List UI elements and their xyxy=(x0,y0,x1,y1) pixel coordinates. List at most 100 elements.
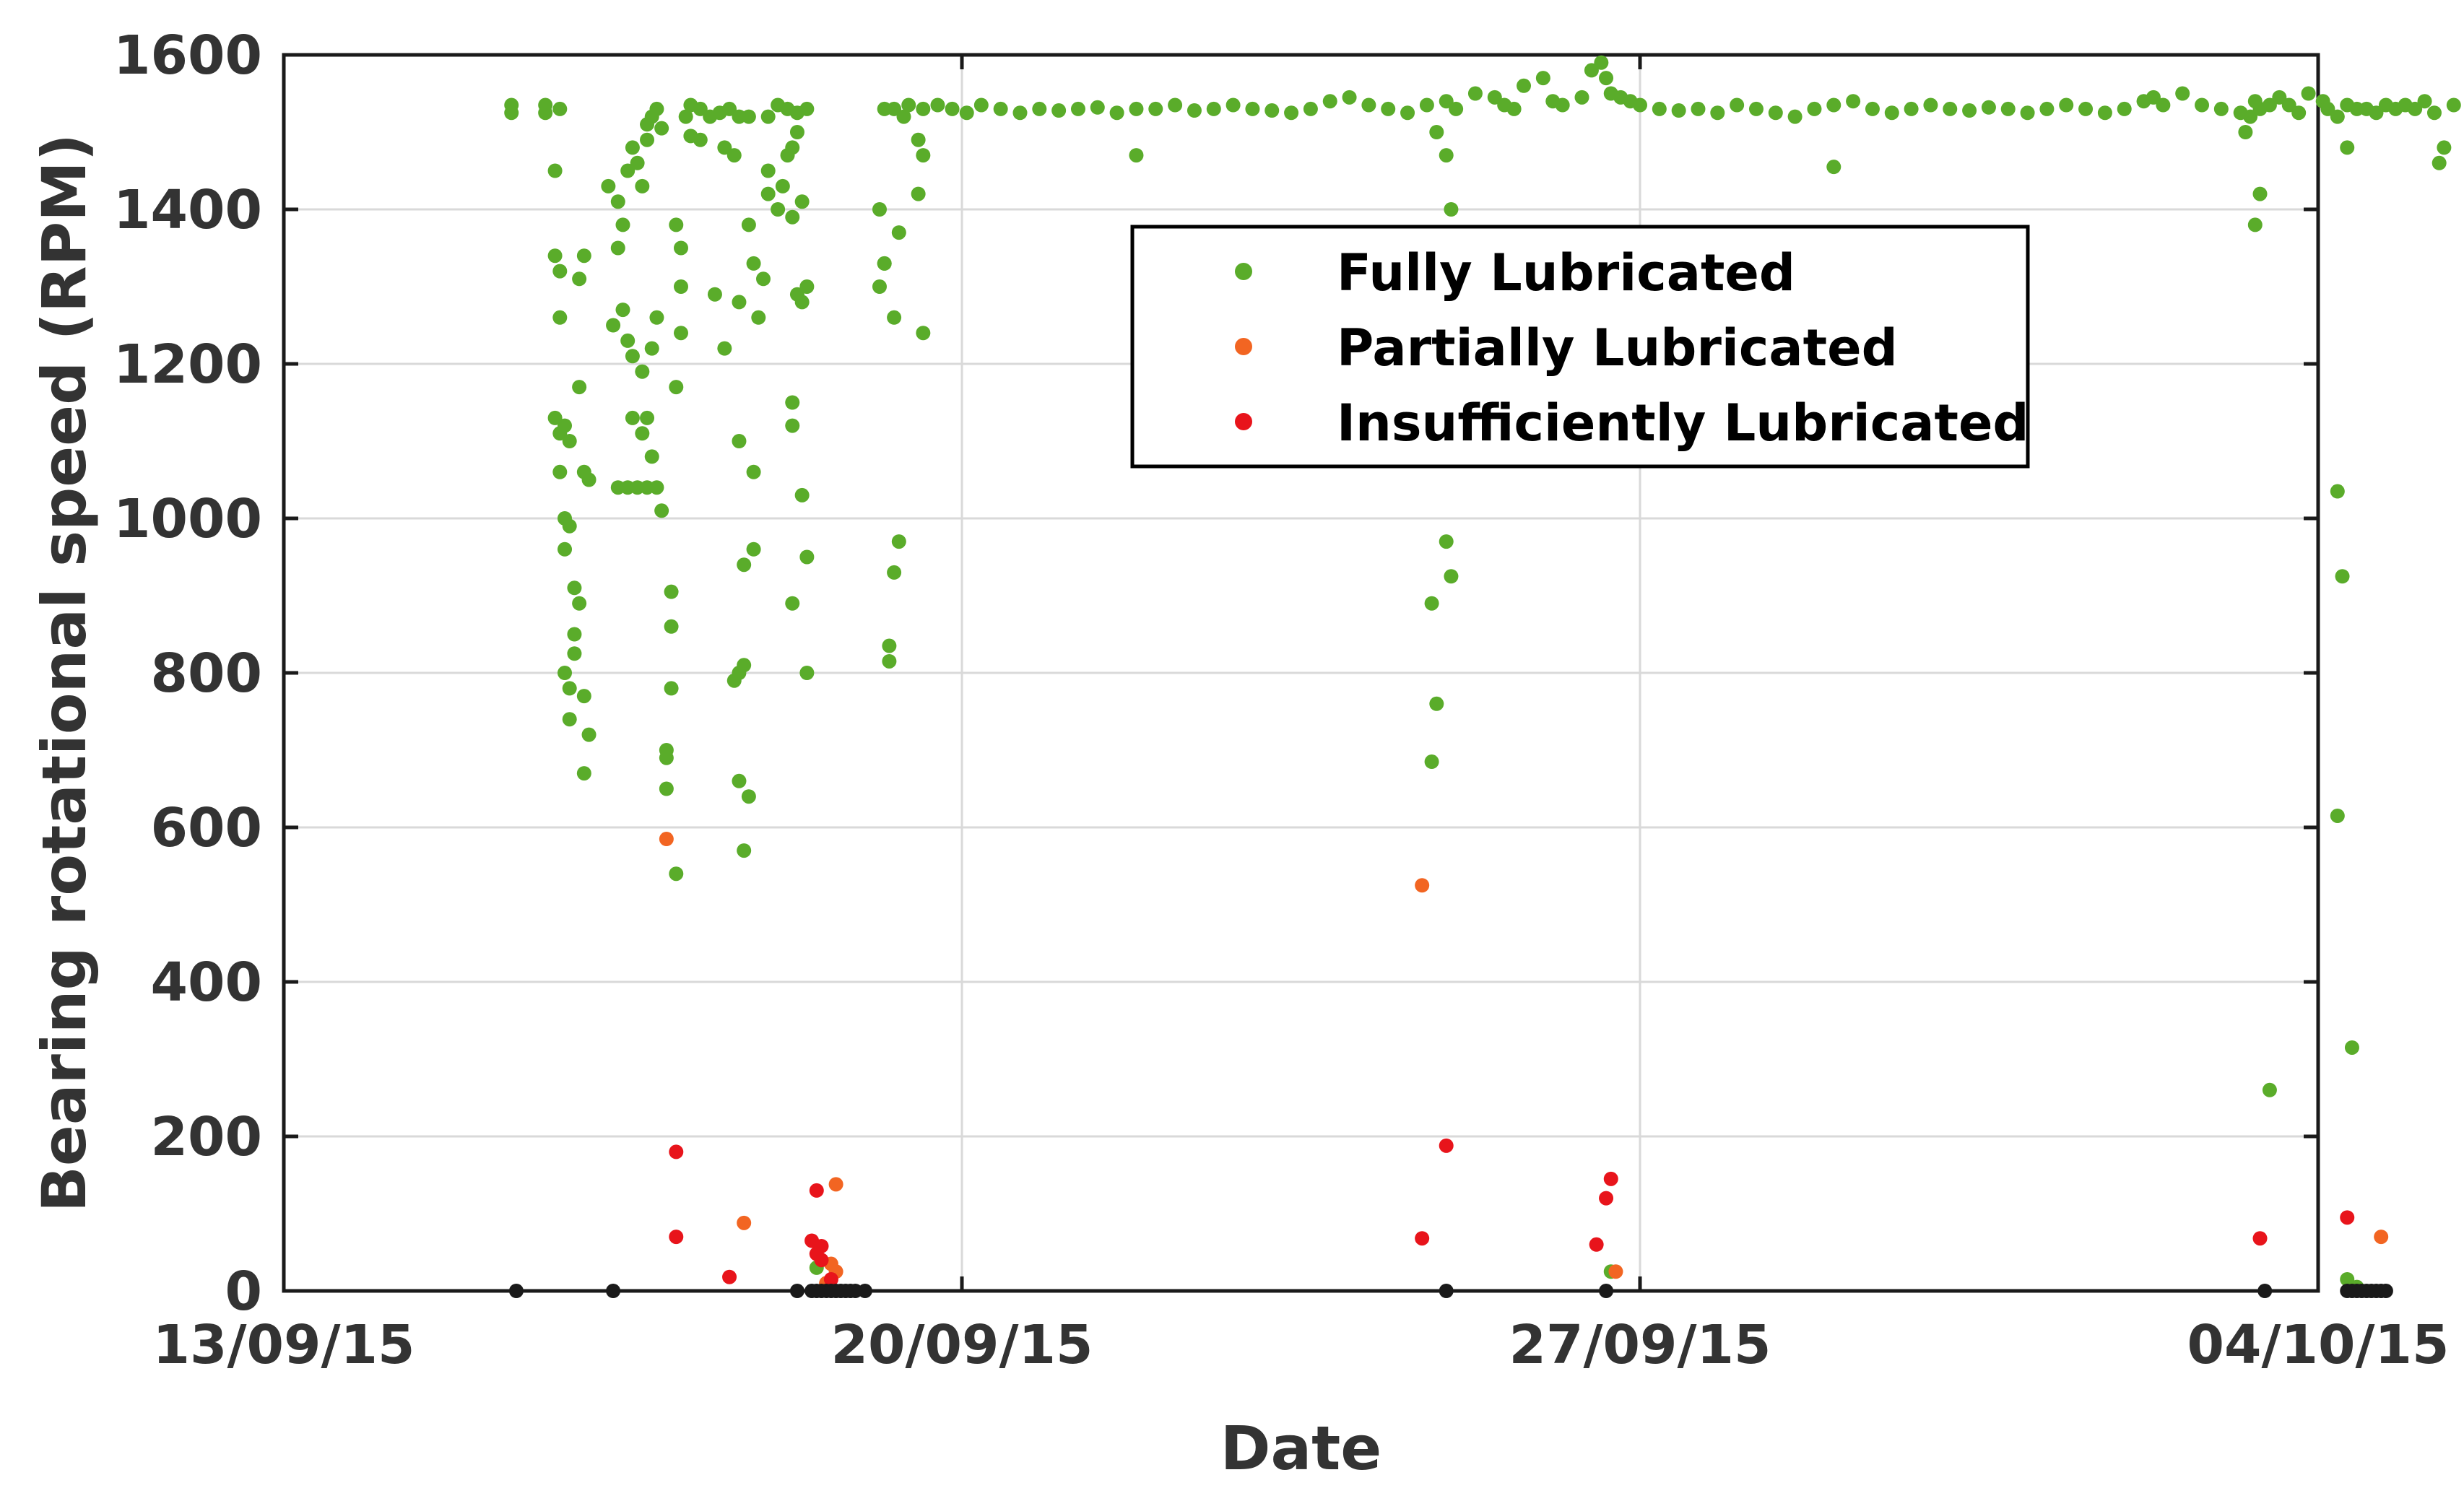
data-point-fully-lubricated xyxy=(741,789,756,804)
data-point-fully-lubricated xyxy=(2446,97,2461,113)
legend-label: Fully Lubricated xyxy=(1337,243,1795,303)
data-point-fully-lubricated xyxy=(1768,105,1783,121)
data-point-fully-lubricated xyxy=(959,105,974,121)
data-point-fully-lubricated xyxy=(1691,101,1706,116)
data-point-fully-lubricated xyxy=(1652,101,1667,116)
data-point-fully-lubricated xyxy=(2340,1271,2355,1287)
data-point-fully-lubricated xyxy=(1730,97,1745,113)
data-point-fully-lubricated xyxy=(2320,101,2335,116)
data-point-fully-lubricated xyxy=(1381,101,1396,116)
data-point-fully-lubricated xyxy=(576,689,591,704)
data-point-fully-lubricated xyxy=(2426,105,2442,121)
data-point-fully-lubricated xyxy=(916,148,931,163)
data-point-fully-lubricated xyxy=(669,380,684,395)
data-point-fully-lubricated xyxy=(930,97,945,113)
data-point-fully-lubricated xyxy=(1865,101,1880,116)
data-point-fully-lubricated xyxy=(911,132,926,147)
data-point-fully-lubricated xyxy=(644,449,659,464)
data-point-fully-lubricated xyxy=(547,248,563,264)
data-point-fully-lubricated xyxy=(1439,94,1454,109)
data-point-fully-lubricated xyxy=(887,101,902,116)
data-point-fully-lubricated xyxy=(654,121,669,136)
data-point-fully-lubricated xyxy=(1467,86,1483,101)
data-point-fully-lubricated xyxy=(2432,155,2447,170)
data-point-fully-lubricated xyxy=(630,155,645,170)
data-point-insufficiently-lubricated xyxy=(1415,1231,1430,1246)
data-point-fully-lubricated xyxy=(610,194,625,209)
data-point-insufficiently-lubricated xyxy=(1439,1138,1454,1153)
data-point-fully-lubricated xyxy=(799,101,815,116)
data-point-fully-lubricated xyxy=(2117,101,2132,116)
data-point-fully-lubricated xyxy=(1574,90,1589,105)
data-point-fully-lubricated xyxy=(1129,148,1144,163)
data-point-fully-lubricated xyxy=(799,279,815,294)
data-point-fully-lubricated xyxy=(635,426,650,441)
x-axis-label: Date xyxy=(1220,1413,1382,1484)
data-point-fully-lubricated xyxy=(1444,202,1459,217)
data-point-fully-lubricated xyxy=(567,627,582,642)
legend: Fully Lubricated Partially Lubricated Insu… xyxy=(1130,225,2030,469)
legend-label: Insufficiently Lubricated xyxy=(1337,393,2029,453)
data-point-fully-lubricated xyxy=(2213,101,2229,116)
x-tick-labels: 13/09/15 20/09/15 27/09/15 04/10/15 xyxy=(153,1314,2450,1376)
data-point-fully-lubricated xyxy=(1884,105,1899,121)
data-point-fully-lubricated xyxy=(799,666,815,680)
data-point-fully-lubricated xyxy=(1429,125,1444,139)
data-point-fully-lubricated xyxy=(1419,97,1434,113)
data-point-fully-lubricated xyxy=(1424,754,1439,770)
data-point-fully-lubricated xyxy=(635,178,650,193)
data-point-fully-lubricated xyxy=(775,178,790,193)
data-point-fully-lubricated xyxy=(794,295,810,310)
data-point-fully-lubricated xyxy=(2252,186,2268,201)
data-point-fully-lubricated xyxy=(678,109,693,124)
data-point-fully-lubricated xyxy=(717,140,732,155)
data-point-fully-lubricated xyxy=(654,503,669,518)
data-point-insufficiently-lubricated xyxy=(669,1230,684,1245)
data-point-fully-lubricated xyxy=(1322,94,1337,109)
data-point-fully-lubricated xyxy=(2262,1082,2277,1097)
data-point-fully-lubricated xyxy=(1168,97,1183,113)
data-point-fully-lubricated xyxy=(2262,97,2277,113)
data-point-fully-lubricated xyxy=(1439,534,1454,549)
data-point-fully-lubricated xyxy=(760,109,776,124)
data-point-fully-lubricated xyxy=(547,163,563,178)
data-point-fully-lubricated xyxy=(625,410,640,425)
data-point-fully-lubricated xyxy=(789,125,804,139)
data-point-fully-lubricated xyxy=(1826,160,1842,175)
data-point-fully-lubricated xyxy=(1846,94,1861,109)
data-point-fully-lubricated xyxy=(635,364,650,379)
data-point-fully-lubricated xyxy=(2146,90,2161,105)
data-point-fully-lubricated xyxy=(993,101,1008,116)
data-point-fully-lubricated xyxy=(2340,140,2355,155)
data-point-fully-lubricated xyxy=(2272,90,2287,105)
legend-marker xyxy=(1235,263,1252,280)
axis-ticks xyxy=(282,53,2320,1293)
data-point-fully-lubricated xyxy=(1264,103,1280,118)
data-point-fully-lubricated xyxy=(2281,97,2296,113)
data-point-fully-lubricated xyxy=(2330,484,2345,499)
data-point-fully-lubricated xyxy=(2335,569,2350,584)
data-point-fully-lubricated xyxy=(911,186,926,201)
data-point-fully-lubricated xyxy=(891,534,906,549)
y-tick-label: 0 xyxy=(225,1261,263,1323)
data-point-fully-lubricated xyxy=(2330,109,2345,124)
data-point-fully-lubricated xyxy=(771,202,786,217)
data-point-fully-lubricated xyxy=(1555,97,1570,113)
data-point-fully-lubricated xyxy=(1129,101,1144,116)
data-point-unlabeled-series xyxy=(1599,1284,1614,1298)
data-point-fully-lubricated xyxy=(664,584,679,599)
data-point-fully-lubricated xyxy=(2330,808,2345,823)
data-point-fully-lubricated xyxy=(945,101,960,116)
data-point-fully-lubricated xyxy=(2437,140,2452,155)
data-point-unlabeled-series xyxy=(857,1284,872,1298)
data-point-fully-lubricated xyxy=(1594,55,1609,70)
data-point-fully-lubricated xyxy=(620,333,635,348)
data-point-fully-lubricated xyxy=(1487,90,1502,105)
data-point-fully-lubricated xyxy=(572,271,587,287)
data-point-fully-lubricated xyxy=(669,217,684,232)
data-point-fully-lubricated xyxy=(610,240,625,256)
data-point-fully-lubricated xyxy=(673,240,688,256)
data-point-fully-lubricated xyxy=(1671,103,1686,118)
data-point-fully-lubricated xyxy=(717,341,732,356)
data-point-fully-lubricated xyxy=(567,646,582,661)
